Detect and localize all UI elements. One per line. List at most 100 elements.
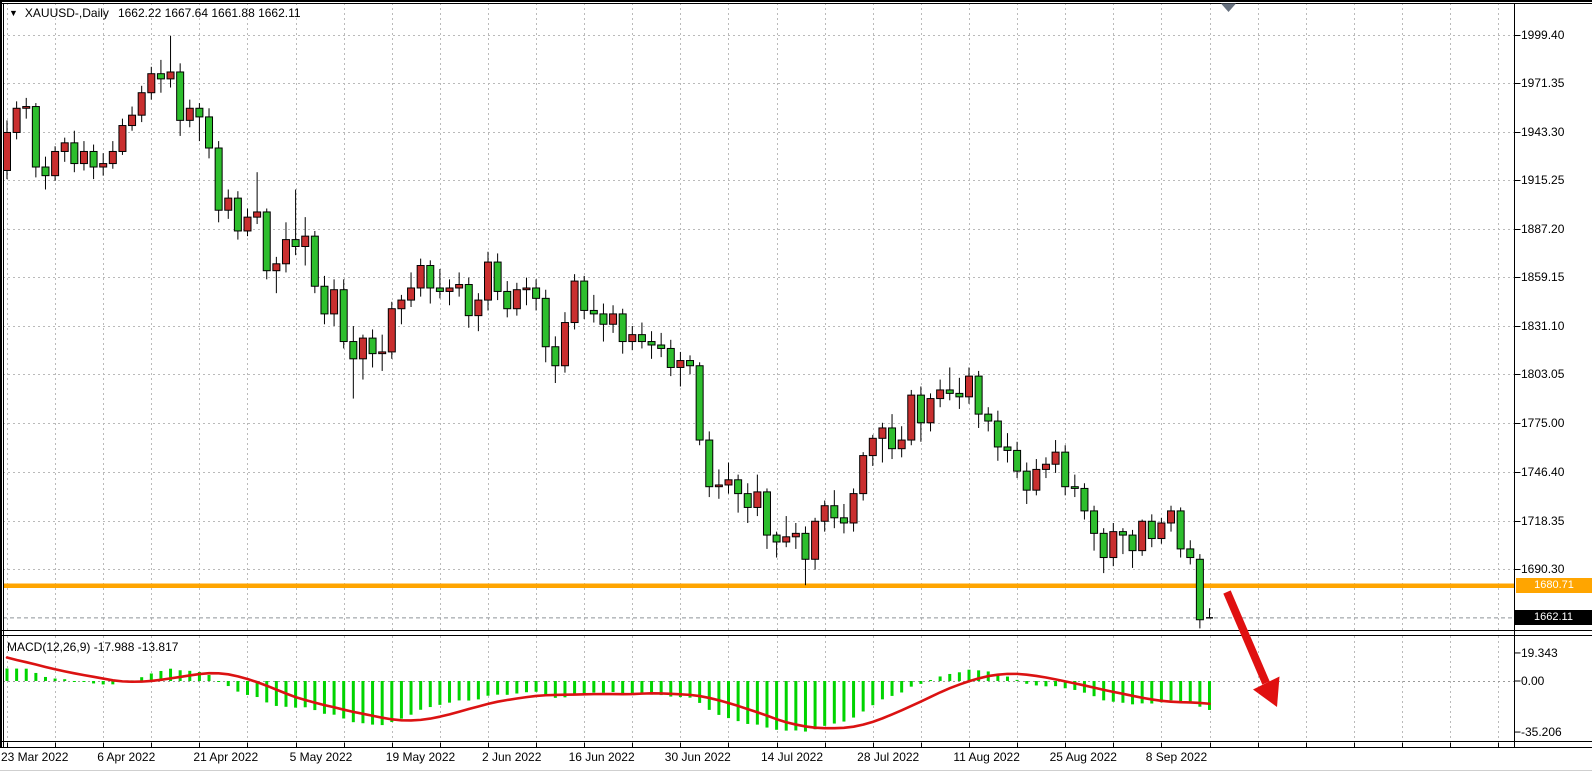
candle-body bbox=[686, 360, 695, 367]
price-axis-label: 1803.05 bbox=[1521, 367, 1565, 382]
macd-signal-line bbox=[5, 656, 1211, 730]
candle-body bbox=[108, 150, 117, 165]
macd-histogram-bar bbox=[842, 681, 846, 722]
candle-body bbox=[378, 351, 387, 355]
candle-body bbox=[281, 239, 290, 265]
macd-histogram-bar bbox=[948, 673, 952, 681]
macd-histogram-bar bbox=[63, 679, 67, 681]
macd-histogram-bar bbox=[630, 681, 634, 694]
candle-body bbox=[551, 346, 560, 367]
candle-body bbox=[3, 131, 11, 171]
macd-histogram-bar bbox=[1082, 681, 1086, 693]
macd-histogram-bar bbox=[1015, 679, 1019, 681]
candle-body bbox=[464, 284, 473, 317]
candle-body bbox=[205, 116, 214, 149]
candle-body bbox=[859, 455, 868, 495]
macd-histogram-bar bbox=[140, 677, 144, 681]
candle-body bbox=[503, 290, 512, 310]
macd-histogram-bar bbox=[5, 668, 9, 681]
macd-histogram-bar bbox=[1005, 676, 1009, 681]
candle-body bbox=[811, 520, 820, 560]
macd-histogram-bar bbox=[505, 681, 509, 695]
symbol-dropdown-icon[interactable]: ▼ bbox=[9, 8, 18, 18]
candle-body bbox=[1090, 510, 1099, 534]
candle-body bbox=[522, 287, 531, 291]
macd-histogram-bar bbox=[861, 681, 865, 712]
candle-body bbox=[137, 92, 146, 116]
candle-body bbox=[445, 287, 454, 292]
candle-body bbox=[214, 147, 223, 211]
candle-body bbox=[41, 166, 50, 177]
candle-body bbox=[1186, 548, 1195, 559]
macd-histogram-bar bbox=[832, 681, 836, 724]
candle-body bbox=[1051, 451, 1060, 465]
macd-histogram-bar bbox=[1044, 681, 1048, 687]
trend-arrow-shaft bbox=[1223, 590, 1270, 685]
macd-histogram-bar bbox=[255, 681, 259, 698]
candle-body bbox=[156, 73, 165, 80]
macd-histogram-bar bbox=[101, 681, 105, 685]
macd-histogram-bar bbox=[890, 681, 894, 696]
time-axis-label: 2 Jun 2022 bbox=[482, 750, 542, 764]
candle-body bbox=[791, 532, 800, 538]
candle-body bbox=[589, 309, 598, 315]
macd-histogram-bar bbox=[938, 676, 942, 681]
time-axis-label: 23 Mar 2022 bbox=[1, 750, 69, 764]
candle-body bbox=[724, 479, 733, 486]
candle-body bbox=[936, 389, 945, 400]
macd-histogram-bar bbox=[24, 668, 28, 681]
price-axis-label: 1718.35 bbox=[1521, 513, 1565, 528]
candle-body bbox=[1032, 468, 1041, 491]
macd-histogram-bar bbox=[149, 673, 153, 681]
candle-body bbox=[147, 73, 156, 94]
macd-histogram-bar bbox=[544, 681, 548, 695]
macd-indicator-label: MACD(12,26,9) -17.988 -13.817 bbox=[7, 640, 179, 654]
candle-body bbox=[512, 289, 521, 310]
candle-body bbox=[801, 532, 810, 560]
candle-body bbox=[1061, 451, 1070, 488]
candle-body bbox=[387, 308, 396, 353]
candle-body bbox=[330, 289, 339, 315]
candle-body bbox=[532, 287, 541, 299]
price-axis-label: 1775.00 bbox=[1521, 415, 1565, 430]
macd-histogram-bar bbox=[746, 681, 750, 724]
candle-body bbox=[762, 491, 771, 536]
candle-body bbox=[868, 437, 877, 457]
macd-histogram-bar bbox=[438, 681, 442, 705]
macd-histogram-bar bbox=[823, 681, 827, 726]
macd-histogram-bar bbox=[1131, 681, 1135, 705]
macd-histogram-bar bbox=[592, 681, 596, 693]
macd-axis-label: -35.206 bbox=[1521, 725, 1562, 740]
macd-histogram-bar bbox=[380, 681, 384, 726]
candle-body bbox=[118, 125, 127, 152]
macd-histogram-bar bbox=[996, 674, 1000, 681]
macd-histogram-bar bbox=[159, 670, 163, 681]
macd-histogram-bar bbox=[15, 668, 19, 681]
candle-body bbox=[1195, 558, 1204, 621]
candle-body bbox=[897, 439, 906, 450]
price-axis-label: 1887.20 bbox=[1521, 221, 1565, 236]
candle-body bbox=[888, 427, 897, 450]
candle-body bbox=[320, 285, 329, 315]
time-axis-label: 25 Aug 2022 bbox=[1049, 750, 1117, 764]
macd-histogram-bar bbox=[534, 681, 538, 692]
macd-histogram-bar bbox=[313, 681, 317, 711]
price-axis-label: 1971.35 bbox=[1521, 76, 1565, 91]
macd-histogram-bar bbox=[765, 681, 769, 728]
candle-body bbox=[1070, 486, 1079, 489]
macd-histogram-bar bbox=[650, 681, 654, 695]
macd-histogram-bar bbox=[852, 681, 856, 718]
macd-histogram-bar bbox=[207, 675, 211, 681]
macd-histogram-bar bbox=[332, 681, 336, 715]
candle-body bbox=[839, 517, 848, 524]
candle-body bbox=[339, 289, 348, 343]
candle-body bbox=[1022, 470, 1031, 491]
candle-body bbox=[945, 389, 954, 394]
macd-histogram-bar bbox=[457, 681, 461, 701]
macd-histogram-bar bbox=[659, 681, 663, 696]
macd-histogram-bar bbox=[1140, 681, 1144, 704]
macd-histogram-bar bbox=[1188, 681, 1192, 703]
macd-histogram-bar bbox=[794, 681, 798, 731]
candle-body bbox=[484, 261, 492, 301]
